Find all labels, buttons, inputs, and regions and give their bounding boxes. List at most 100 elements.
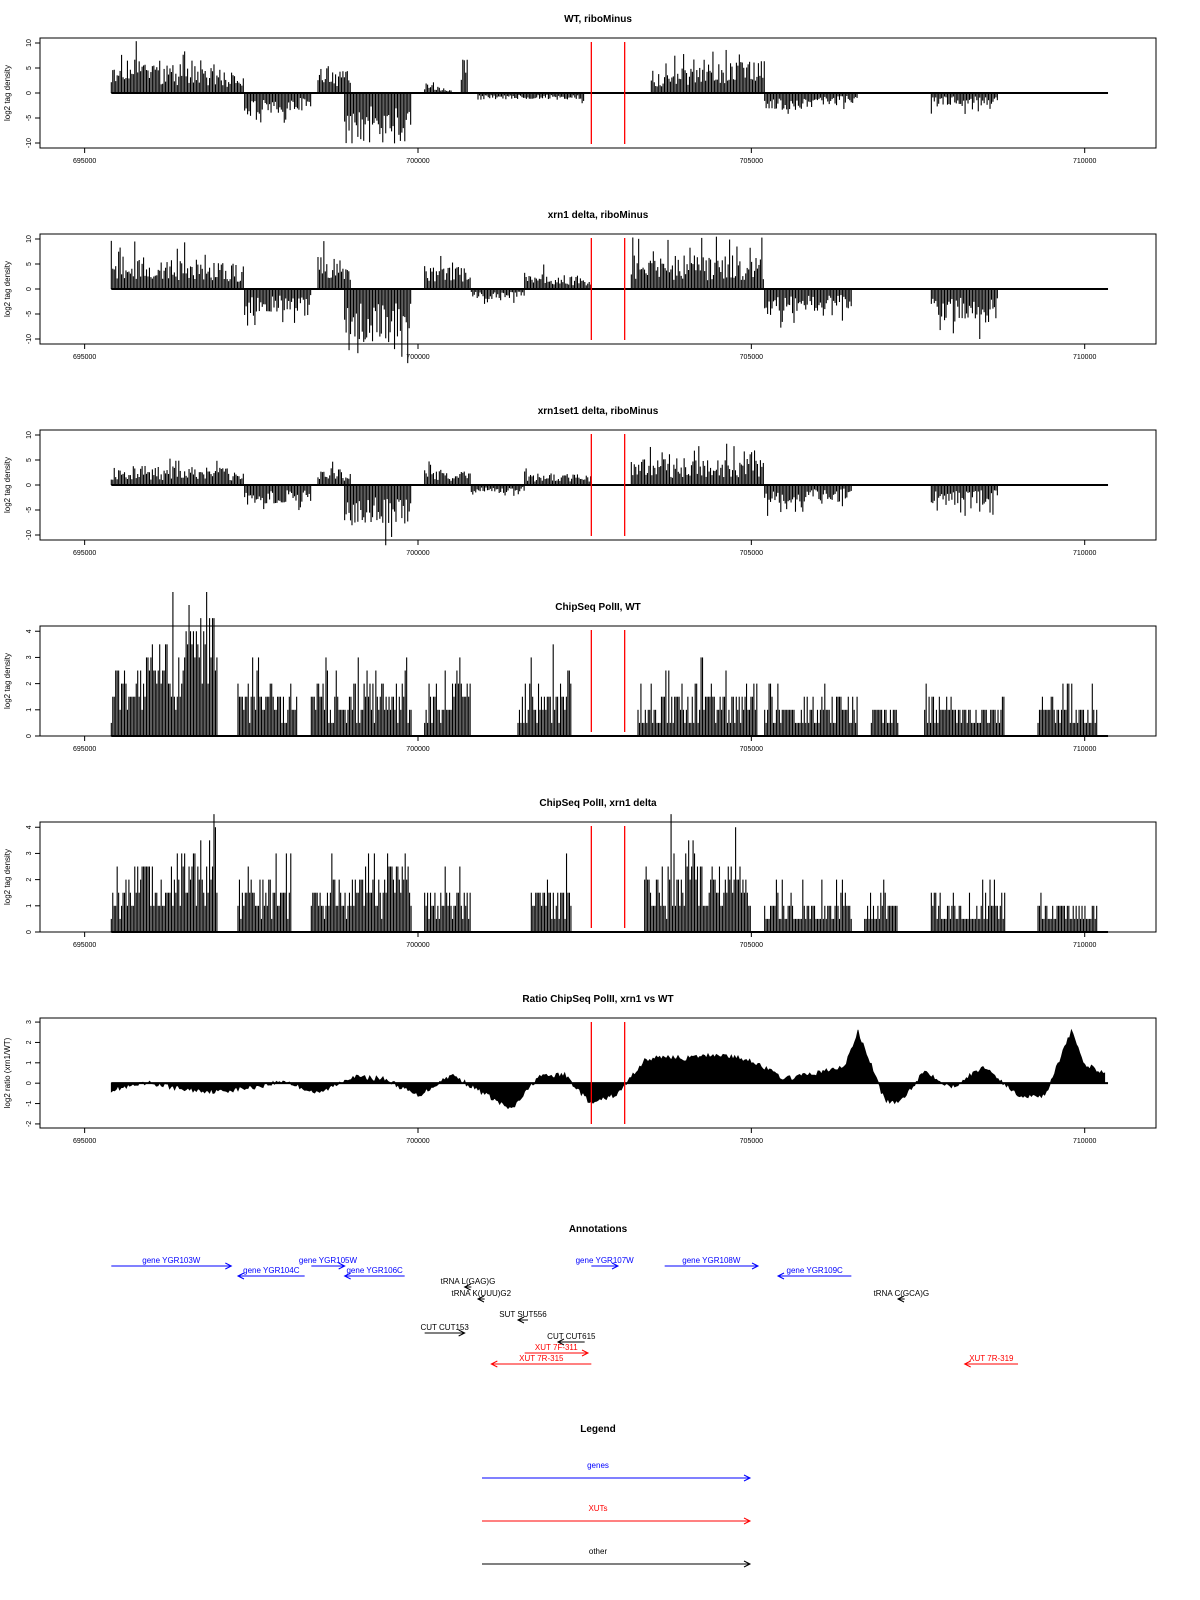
annotation-label: gene YGR108W [682, 1256, 741, 1265]
annotation-item: CUT CUT615 [547, 1332, 596, 1346]
annotation-item: XUT 7F-311 [524, 1343, 590, 1357]
plot-frame [39, 625, 1157, 737]
y-tick-label: 3 [26, 851, 33, 855]
annotation-item: SUT SUT556 [499, 1310, 547, 1324]
y-tick-label: -10 [26, 334, 33, 344]
legend-item: XUTs [482, 1504, 752, 1525]
y-axis-label: log2 tag density [3, 65, 12, 121]
annotation-item: gene YGR109C [776, 1266, 852, 1280]
x-tick-label: 705000 [740, 550, 763, 557]
panel-title: xrn1 delta, riboMinus [548, 210, 649, 221]
y-axis-label: log2 tag density [3, 457, 12, 513]
x-tick-label: 700000 [406, 1138, 429, 1145]
panel-2: xrn1 delta, riboMinus log2 tag density -10… [3, 210, 1157, 364]
bars [110, 41, 998, 144]
arrow-head [611, 1262, 620, 1270]
x-tick-label: 705000 [740, 158, 763, 165]
legend-arrow-head [743, 1517, 752, 1525]
panel-5: ChipSeq PolII, xrn1 delta log2 tag densit… [3, 798, 1157, 949]
y-tick-label: 0 [26, 1081, 33, 1085]
arrow-head [556, 1338, 565, 1346]
y-tick-label: -5 [26, 115, 33, 121]
arrow-head [516, 1316, 525, 1324]
y-tick-label: 3 [26, 1020, 33, 1024]
panel-title: xrn1set1 delta, riboMinus [538, 406, 659, 417]
annotation-label: tRNA C(GCA)G [874, 1289, 930, 1298]
annotations-panel: Annotations gene YGR103W gene YGR104C gene … [111, 1224, 1019, 1368]
annotations-title: Annotations [569, 1224, 628, 1235]
legend-arrow-head [743, 1560, 752, 1568]
arrow-head [463, 1283, 471, 1291]
bars [110, 814, 1098, 932]
y-tick-label: 10 [26, 235, 33, 243]
panel-title: WT, riboMinus [564, 14, 632, 25]
panel-1: WT, riboMinus log2 tag density -10 -5 0 5 10 69… [3, 14, 1157, 165]
y-tick-label: -10 [26, 138, 33, 148]
annotation-label: XUT 7F-311 [535, 1343, 578, 1352]
y-tick-label: 2 [26, 682, 33, 686]
panel-title: ChipSeq PolII, xrn1 delta [539, 798, 657, 809]
y-tick-label: 1 [26, 1061, 33, 1065]
arrow-head [343, 1272, 351, 1280]
y-tick-label: 0 [26, 930, 33, 934]
y-tick-label: 5 [26, 458, 33, 462]
legend-item: other [482, 1547, 752, 1568]
y-tick-label: 0 [26, 287, 33, 291]
annotation-item: gene YGR104C [236, 1266, 305, 1280]
bars [110, 591, 1098, 736]
arrow-head [236, 1272, 245, 1280]
y-tick-label: 3 [26, 655, 33, 659]
y-tick-label: -2 [26, 1121, 33, 1127]
x-tick-label: 710000 [1073, 1138, 1096, 1145]
x-tick-label: 710000 [1073, 354, 1096, 361]
legend-label: XUTs [588, 1504, 607, 1513]
arrow-head [225, 1262, 233, 1270]
y-tick-label: 5 [26, 262, 33, 266]
panel-3: xrn1set1 delta, riboMinus log2 tag densit… [3, 406, 1157, 557]
y-tick-label: 10 [26, 39, 33, 47]
y-tick-label: 5 [26, 66, 33, 70]
x-tick-label: 695000 [73, 354, 96, 361]
panel-6: Ratio ChipSeq PolII, xrn1 vs WT log2 rati… [3, 994, 1157, 1145]
annotation-label: tRNA K(UUU)G2 [452, 1289, 512, 1298]
x-tick-label: 710000 [1073, 942, 1096, 949]
y-axis-label: log2 ratio (xrn1/WT) [3, 1037, 12, 1108]
x-tick-label: 700000 [406, 746, 429, 753]
annotation-item: tRNA C(GCA)G [874, 1289, 930, 1303]
annotation-label: gene YGR107W [576, 1256, 635, 1265]
annotation-item: XUT 7R-315 [490, 1354, 592, 1368]
legend-item: genes [482, 1461, 752, 1482]
x-tick-label: 705000 [740, 746, 763, 753]
annotation-label: gene YGR103W [142, 1256, 201, 1265]
annotation-item: gene YGR103W [111, 1256, 233, 1270]
bars [110, 236, 998, 364]
x-tick-label: 700000 [406, 158, 429, 165]
arrow-head [490, 1360, 498, 1368]
arrow-head [581, 1349, 590, 1357]
arrow-head [776, 1272, 785, 1280]
panel-title: ChipSeq PolII, WT [555, 602, 641, 613]
legend-title: Legend [580, 1424, 616, 1435]
y-tick-label: 0 [26, 483, 33, 487]
annotation-item: gene YGR106C [343, 1266, 405, 1280]
annotation-label: CUT CUT153 [421, 1323, 470, 1332]
x-tick-label: 700000 [406, 354, 429, 361]
annotation-label: gene YGR109C [787, 1266, 844, 1275]
y-tick-label: 2 [26, 878, 33, 882]
x-tick-label: 695000 [73, 550, 96, 557]
arrow-head [963, 1360, 971, 1368]
y-tick-label: -10 [26, 530, 33, 540]
annotation-item: gene YGR107W [576, 1256, 635, 1270]
y-tick-label: 2 [26, 1040, 33, 1044]
arrow-head [476, 1295, 485, 1303]
legend-arrow-head [743, 1474, 752, 1482]
y-tick-label: 1 [26, 708, 33, 712]
legend-label: other [589, 1547, 608, 1556]
annotation-item: CUT CUT153 [421, 1323, 470, 1337]
arrow-head [751, 1262, 760, 1270]
x-tick-label: 705000 [740, 354, 763, 361]
y-tick-label: 10 [26, 431, 33, 439]
y-tick-label: 0 [26, 734, 33, 738]
legend-label: genes [587, 1461, 609, 1470]
